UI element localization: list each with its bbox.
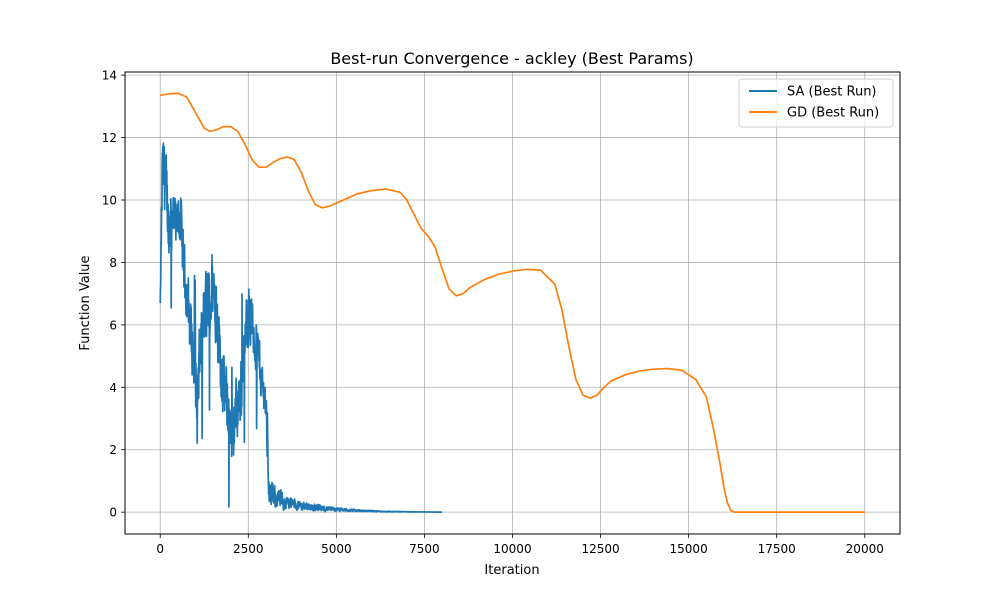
y-tick-label: 4 [109, 381, 117, 395]
x-tick-label: 5000 [321, 542, 352, 556]
x-tick-label: 20000 [846, 542, 884, 556]
legend-label-sa: SA (Best Run) [787, 85, 877, 100]
legend: SA (Best Run) GD (Best Run) [738, 78, 894, 128]
y-tick-label: 12 [102, 131, 117, 145]
chart-title: Best-run Convergence - ackley (Best Para… [330, 49, 693, 68]
y-tick-label: 10 [102, 193, 117, 207]
y-axis-label: Function Value [78, 255, 93, 350]
x-tick-label: 12500 [581, 542, 619, 556]
series-line-sa [159, 142, 443, 513]
y-tick-label: 6 [109, 318, 117, 332]
legend-label-gd: GD (Best Run) [787, 106, 879, 121]
legend-box [738, 78, 894, 128]
y-tick-label: 8 [109, 256, 117, 270]
x-tick-label: 15000 [670, 542, 708, 556]
x-axis-ticks: 0 2500 5000 7500 10000 12500 15000 17500 20000 [156, 534, 884, 556]
y-tick-label: 2 [109, 443, 117, 457]
x-tick-label: 2500 [233, 542, 264, 556]
x-tick-label: 17500 [758, 542, 796, 556]
x-tick-label: 0 [156, 542, 164, 556]
plot-lines [159, 92, 865, 513]
y-tick-label: 14 [102, 69, 117, 83]
x-axis-label: Iteration [484, 563, 539, 578]
x-tick-label: 10000 [493, 542, 531, 556]
y-axis-ticks: 0 2 4 6 8 10 12 14 [102, 69, 125, 520]
y-tick-label: 0 [109, 506, 117, 520]
series-line-gd [160, 92, 865, 513]
x-tick-label: 7500 [409, 542, 440, 556]
